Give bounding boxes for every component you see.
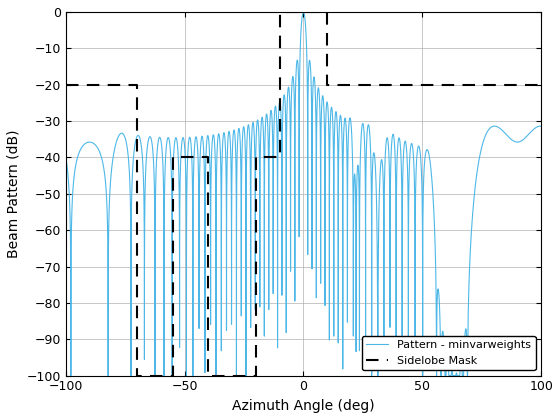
Sidelobe Mask <box>205 155 212 160</box>
Pattern - minvarweights <box>538 123 544 129</box>
Sidelobe Mask <box>324 9 330 14</box>
Pattern - minvarweights <box>68 373 74 378</box>
Sidelobe Mask <box>538 82 544 87</box>
Sidelobe Mask <box>62 82 69 87</box>
Sidelobe Mask <box>169 155 176 160</box>
Pattern - minvarweights <box>245 125 251 130</box>
Sidelobe Mask <box>253 373 259 378</box>
Line: Sidelobe Mask: Sidelobe Mask <box>66 12 541 375</box>
Pattern - minvarweights <box>300 9 307 14</box>
Sidelobe Mask <box>253 155 259 160</box>
Pattern - minvarweights <box>349 139 356 144</box>
Pattern - minvarweights <box>62 154 69 159</box>
Sidelobe Mask <box>169 373 176 378</box>
Sidelobe Mask <box>134 373 141 378</box>
Y-axis label: Beam Pattern (dB): Beam Pattern (dB) <box>7 129 21 258</box>
Pattern - minvarweights <box>177 180 184 185</box>
Sidelobe Mask <box>276 155 283 160</box>
Legend: Pattern - minvarweights, Sidelobe Mask: Pattern - minvarweights, Sidelobe Mask <box>362 336 535 370</box>
Pattern - minvarweights <box>415 144 422 149</box>
Pattern - minvarweights <box>320 101 327 106</box>
Sidelobe Mask <box>134 82 141 87</box>
Sidelobe Mask <box>205 373 212 378</box>
Sidelobe Mask <box>324 82 330 87</box>
Sidelobe Mask <box>276 9 283 14</box>
Line: Pattern - minvarweights: Pattern - minvarweights <box>66 12 541 375</box>
X-axis label: Azimuth Angle (deg): Azimuth Angle (deg) <box>232 399 375 413</box>
Pattern - minvarweights <box>95 146 101 151</box>
